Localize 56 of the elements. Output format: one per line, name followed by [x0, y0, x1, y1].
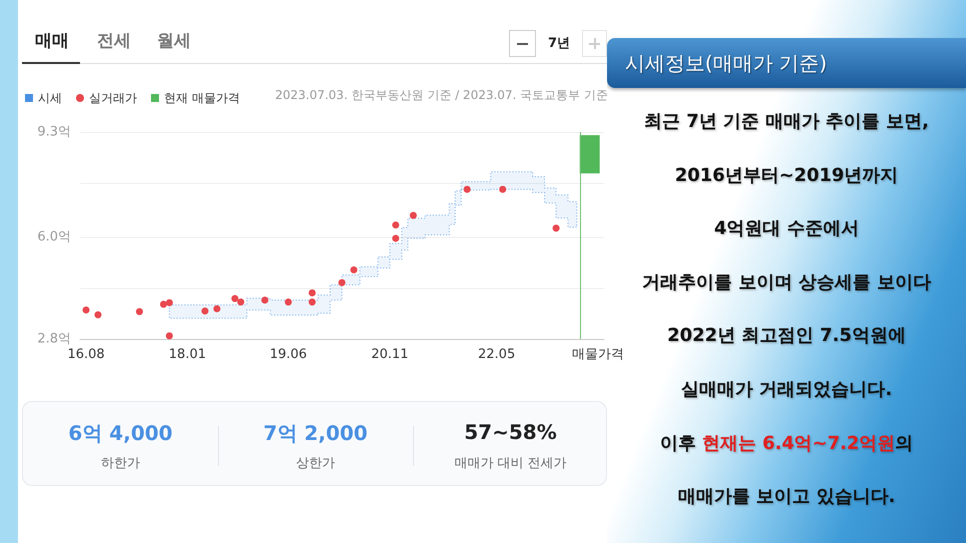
point	[82, 306, 90, 314]
text: 상한가	[296, 455, 335, 472]
point	[213, 305, 220, 312]
legend-label: 실거래가	[89, 91, 137, 105]
legend-label: 현재 매물가격	[164, 91, 240, 105]
x-tick-label: 매물가격	[572, 347, 624, 362]
point	[237, 298, 244, 306]
text: 거래추이를 보이며 상승세를 보이다	[642, 272, 931, 293]
text: 매매	[35, 30, 69, 52]
point	[464, 186, 471, 193]
point	[160, 300, 168, 308]
text: 매매가 대비 전세가	[454, 455, 567, 472]
point	[338, 279, 346, 286]
point	[166, 299, 173, 306]
text: 57~58%	[464, 420, 557, 444]
point	[94, 311, 102, 318]
text: 현재는 6.4억~7.2억원	[702, 432, 896, 454]
x-tick-label: 18.01	[168, 347, 206, 362]
text: 7년	[548, 35, 570, 52]
y-tick-label: 9.3억	[37, 124, 71, 140]
point	[201, 307, 208, 314]
point	[552, 224, 560, 232]
y-tick-label: 2.8억	[37, 332, 71, 346]
x-tick-label: 20.11	[371, 347, 408, 362]
y-tick-label: 6.0억	[37, 230, 71, 245]
text: 이후	[660, 432, 697, 454]
text: 2016년부터~2019년까지	[674, 164, 898, 186]
text: 월세	[157, 30, 191, 52]
text: 6억 4,000	[68, 420, 173, 447]
point	[499, 186, 506, 193]
point	[166, 332, 173, 340]
point	[392, 221, 400, 228]
legend-label: 시세	[38, 91, 62, 105]
text: 전세	[97, 30, 131, 52]
point	[308, 298, 316, 306]
text: 2022년 최고점인 7.5억원에	[667, 325, 906, 346]
text: 최근 7년 기준 매매가 추이를 보면,	[644, 111, 929, 132]
x-tick-label: 22.05	[478, 347, 516, 362]
point	[308, 289, 316, 296]
text: 7억 2,000	[263, 420, 368, 447]
point	[284, 298, 292, 306]
point	[231, 295, 238, 302]
x-tick-label: 19.06	[270, 347, 307, 362]
x-tick-label: 16.08	[67, 347, 105, 362]
point	[136, 308, 143, 316]
text: 매매가를 보이고 있습니다.	[678, 486, 896, 508]
point	[261, 296, 268, 304]
point	[392, 234, 400, 242]
text: 하한가	[101, 455, 140, 472]
text: 의	[895, 432, 914, 454]
text: 2023.07.03. 한국부동산원 기준 / 2023.07. 국토교통부 기준	[275, 87, 608, 104]
text: 시세정보(매매가 기준)	[625, 50, 827, 77]
point	[350, 266, 358, 274]
text: 실매매가 거래되었습니다.	[680, 379, 892, 400]
text: 4억원대 수준에서	[714, 218, 859, 240]
point	[410, 212, 417, 219]
